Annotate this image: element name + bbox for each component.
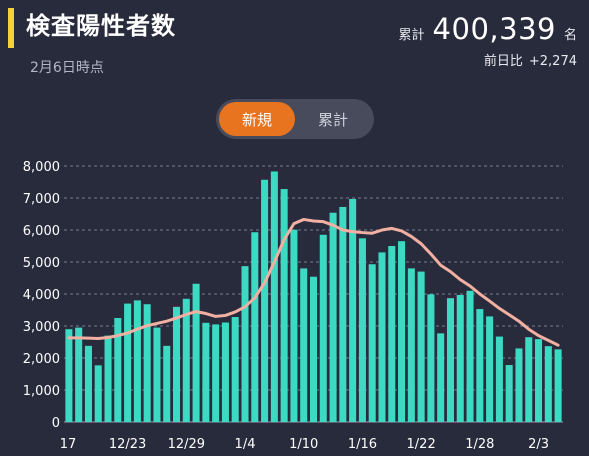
bar (231, 317, 239, 422)
average-line (67, 217, 560, 347)
bar (153, 327, 161, 422)
title-accent-bar (8, 8, 14, 48)
bar (554, 349, 562, 422)
bar (398, 241, 406, 422)
bar (261, 179, 269, 422)
bar (173, 306, 181, 422)
bar (437, 333, 445, 422)
bar (94, 365, 102, 422)
y-axis-ticks: 0 1,000 2,000 3,000 4,000 5,000 6,000 7,000 8,00… (23, 160, 60, 431)
y-tick-label: 4,000 (23, 288, 60, 303)
x-axis-ticks: 17 12/23 12/29 1/4 1/10 1/16 1/22 1/28 2/3 (60, 437, 549, 452)
bar (280, 189, 288, 422)
total-label: 累計 (398, 28, 425, 43)
x-tick-label: 1/4 (235, 437, 256, 452)
bar (104, 335, 112, 422)
toggle-cumulative[interactable]: 累計 (317, 110, 348, 129)
bar (251, 232, 259, 422)
bar (114, 318, 122, 422)
x-tick-label: 1/16 (348, 437, 377, 452)
bar (290, 229, 298, 422)
bar (270, 171, 278, 422)
bar (505, 365, 513, 422)
bar (182, 298, 190, 422)
y-tick-label: 7,000 (23, 192, 60, 207)
bar (486, 316, 494, 422)
bar (309, 276, 318, 422)
x-tick-label: 2/3 (528, 437, 549, 452)
toggle-new-cases[interactable]: 新規 (219, 102, 295, 136)
bar (427, 294, 435, 422)
y-tick-label: 1,000 (23, 384, 60, 399)
x-tick-label: 1/22 (407, 437, 436, 452)
total-value: 400,339 (432, 12, 556, 46)
bar (339, 206, 347, 422)
y-tick-label: 3,000 (23, 320, 60, 335)
y-tick-label: 8,000 (23, 160, 60, 175)
bar (300, 268, 308, 422)
bar (163, 345, 171, 422)
bar (456, 294, 464, 422)
bar (192, 283, 200, 422)
y-tick-label: 0 (52, 416, 60, 431)
cases-chart: 0 1,000 2,000 3,000 4,000 5,000 6,000 7,000 8,00… (23, 160, 563, 452)
bar (349, 198, 357, 422)
view-toggle: 新規 累計 (216, 99, 374, 139)
bar (368, 264, 376, 422)
bar (358, 238, 366, 422)
y-tick-label: 2,000 (23, 352, 60, 367)
bar (495, 336, 503, 422)
bar (407, 268, 415, 422)
bar (143, 304, 151, 422)
bar (319, 234, 327, 422)
bar (212, 324, 220, 422)
bar (133, 300, 141, 422)
x-tick-label: 12/29 (168, 437, 205, 452)
x-tick-label: 1/28 (465, 437, 494, 452)
diff-value: +2,274 (528, 54, 577, 69)
bar (515, 348, 523, 422)
total-unit: 名 (563, 28, 577, 43)
bar (84, 345, 92, 422)
bar (241, 266, 249, 422)
x-tick-label: 17 (60, 437, 77, 452)
bar (388, 246, 396, 422)
page-title: 検査陽性者数 (26, 12, 176, 40)
bar (466, 290, 474, 422)
total-summary: 累計 400,339 名 前日比 +2,274 (399, 12, 577, 69)
bar (202, 322, 210, 422)
y-tick-label: 5,000 (23, 256, 60, 271)
as-of-date: 2月6日時点 (30, 60, 104, 76)
y-tick-label: 6,000 (23, 224, 60, 239)
bar (476, 309, 484, 422)
diff-label: 前日比 (483, 54, 523, 69)
bar (65, 329, 73, 422)
x-tick-label: 12/23 (109, 437, 146, 452)
bar (535, 339, 543, 422)
bar (378, 252, 386, 422)
bar (417, 271, 425, 422)
bar (525, 337, 533, 422)
bar (329, 212, 337, 422)
x-tick-label: 1/10 (289, 437, 318, 452)
bar (446, 298, 454, 422)
bar (544, 346, 552, 422)
bar (124, 303, 132, 422)
bar (221, 322, 229, 422)
bar (75, 327, 83, 422)
moving-average-series (67, 217, 560, 347)
bar-series (65, 171, 562, 422)
